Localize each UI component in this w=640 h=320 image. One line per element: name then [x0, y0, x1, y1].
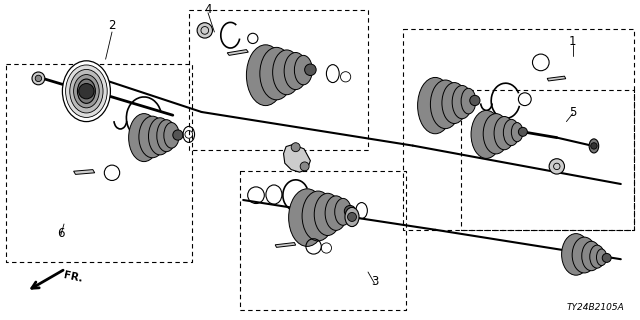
Circle shape — [300, 162, 309, 171]
Ellipse shape — [260, 47, 293, 100]
Ellipse shape — [418, 77, 453, 134]
Circle shape — [79, 84, 94, 99]
Text: 5: 5 — [569, 106, 577, 118]
Circle shape — [470, 95, 480, 106]
Ellipse shape — [494, 116, 515, 150]
Ellipse shape — [590, 245, 605, 268]
Polygon shape — [275, 243, 296, 247]
Ellipse shape — [302, 191, 334, 241]
Text: 2: 2 — [108, 19, 116, 32]
Text: TY24B2105A: TY24B2105A — [566, 303, 624, 312]
Text: 3: 3 — [371, 275, 378, 288]
Circle shape — [344, 205, 356, 217]
Ellipse shape — [77, 79, 95, 103]
Ellipse shape — [452, 85, 472, 119]
Ellipse shape — [471, 110, 502, 158]
Ellipse shape — [63, 61, 111, 122]
Circle shape — [173, 130, 183, 140]
Text: 4: 4 — [204, 3, 212, 16]
Ellipse shape — [139, 116, 166, 158]
Ellipse shape — [511, 123, 523, 142]
Ellipse shape — [430, 80, 461, 129]
Ellipse shape — [148, 118, 172, 155]
Ellipse shape — [289, 189, 326, 246]
Ellipse shape — [66, 65, 108, 117]
Circle shape — [197, 23, 212, 38]
Ellipse shape — [74, 75, 99, 108]
Circle shape — [32, 72, 45, 85]
Ellipse shape — [273, 50, 301, 95]
Ellipse shape — [314, 193, 341, 236]
Ellipse shape — [335, 198, 351, 225]
Ellipse shape — [582, 241, 601, 271]
Polygon shape — [74, 170, 95, 174]
Ellipse shape — [504, 119, 520, 146]
Circle shape — [518, 127, 527, 136]
Ellipse shape — [596, 249, 607, 266]
Text: FR.: FR. — [63, 270, 84, 284]
Ellipse shape — [164, 123, 179, 148]
Circle shape — [305, 64, 316, 76]
Circle shape — [602, 253, 611, 262]
Ellipse shape — [483, 114, 509, 154]
Text: 6: 6 — [57, 227, 65, 240]
Ellipse shape — [345, 207, 359, 227]
Circle shape — [35, 75, 42, 82]
Polygon shape — [227, 50, 248, 55]
Ellipse shape — [461, 88, 476, 114]
Circle shape — [591, 143, 597, 149]
Circle shape — [348, 212, 356, 221]
Polygon shape — [284, 145, 310, 172]
Text: 1: 1 — [569, 35, 577, 48]
Ellipse shape — [572, 237, 596, 273]
Ellipse shape — [294, 55, 312, 85]
Polygon shape — [547, 76, 566, 81]
Ellipse shape — [325, 196, 347, 230]
Ellipse shape — [246, 45, 285, 106]
Ellipse shape — [284, 52, 307, 90]
Ellipse shape — [562, 234, 591, 275]
Ellipse shape — [442, 83, 467, 124]
Ellipse shape — [589, 139, 599, 153]
Circle shape — [291, 143, 300, 152]
Ellipse shape — [157, 120, 176, 152]
Ellipse shape — [129, 114, 159, 162]
Ellipse shape — [70, 69, 103, 113]
Circle shape — [549, 159, 564, 174]
